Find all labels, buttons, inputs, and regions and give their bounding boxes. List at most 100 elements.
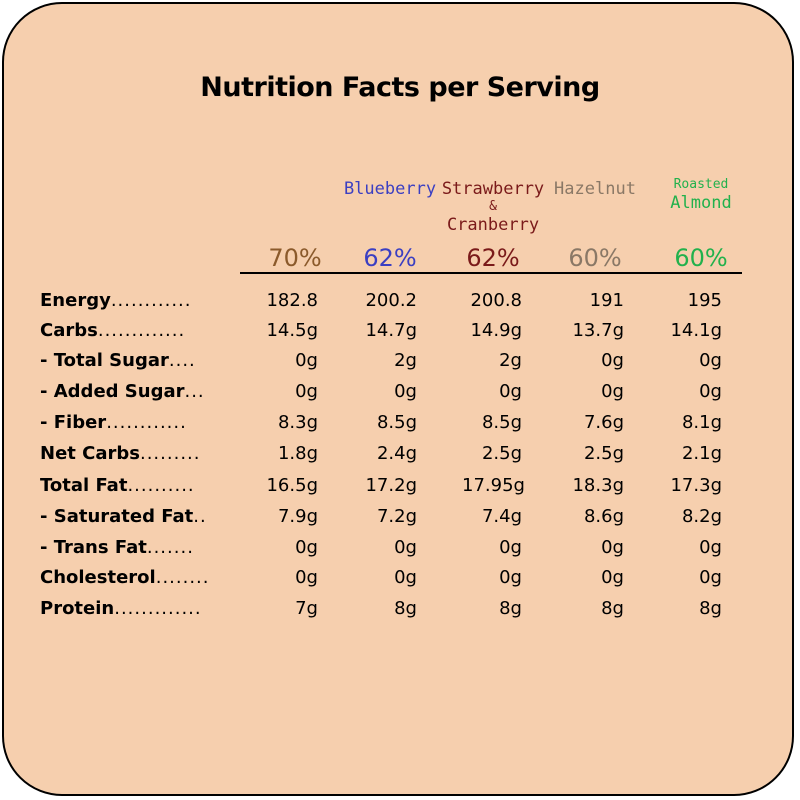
row-label-text: Total Fat bbox=[40, 475, 128, 496]
table-cell: 200.2 bbox=[365, 290, 417, 311]
row-label-text: - Saturated Fat bbox=[40, 506, 194, 527]
table-cell: 0g bbox=[295, 381, 318, 402]
row-label-text: Protein bbox=[40, 598, 115, 619]
table-cell: 8.1g bbox=[681, 412, 722, 433]
row-label: - Fiber............ bbox=[40, 412, 187, 433]
table-cell: 2.1g bbox=[681, 443, 722, 464]
row-leader-dots: ............. bbox=[97, 320, 186, 341]
table-cell: 0g bbox=[601, 350, 624, 371]
row-leader-dots: ............ bbox=[106, 412, 187, 433]
column-percent-1: 70% bbox=[268, 244, 322, 272]
page-title: Nutrition Facts per Serving bbox=[200, 72, 600, 103]
row-label: Carbs............. bbox=[40, 320, 185, 341]
column-header-name-5: Roasted Almond bbox=[670, 177, 732, 214]
table-cell: 13.7g bbox=[572, 320, 624, 341]
table-cell: 2g bbox=[394, 350, 417, 371]
row-label-text: - Total Sugar bbox=[40, 350, 169, 371]
row-label-text: Carbs bbox=[40, 320, 98, 341]
column-percent-2: 62% bbox=[363, 244, 417, 272]
table-cell: 0g bbox=[394, 381, 417, 402]
row-leader-dots: .. bbox=[193, 506, 207, 527]
column-header-name-4: Hazelnut bbox=[554, 179, 636, 199]
row-label: - Added Sugar... bbox=[40, 381, 205, 402]
table-cell: 7.4g bbox=[481, 506, 522, 527]
table-cell: 8.6g bbox=[583, 506, 624, 527]
table-cell: 0g bbox=[699, 350, 722, 371]
table-cell: 0g bbox=[499, 567, 522, 588]
table-cell: 7.2g bbox=[376, 506, 417, 527]
table-cell: 0g bbox=[699, 537, 722, 558]
table-cell: 7g bbox=[295, 598, 318, 619]
column-header-name-2: Blueberry bbox=[343, 179, 437, 199]
table-cell: 0g bbox=[499, 537, 522, 558]
header-divider bbox=[240, 272, 742, 274]
table-cell: 18.3g bbox=[572, 475, 624, 496]
table-cell: 8g bbox=[699, 598, 722, 619]
table-cell: 8.5g bbox=[481, 412, 522, 433]
table-cell: 0g bbox=[295, 537, 318, 558]
table-cell: 0g bbox=[699, 567, 722, 588]
table-cell: 1.8g bbox=[277, 443, 318, 464]
table-cell: 14.9g bbox=[470, 320, 522, 341]
table-cell: 8.5g bbox=[376, 412, 417, 433]
row-label-text: - Trans Fat bbox=[40, 537, 147, 558]
row-label: Total Fat.......... bbox=[40, 475, 195, 496]
column-percent-5: 60% bbox=[674, 244, 728, 272]
table-cell: 8g bbox=[499, 598, 522, 619]
row-label-text: Cholesterol bbox=[40, 567, 156, 588]
table-cell: 8g bbox=[601, 598, 624, 619]
row-leader-dots: ........ bbox=[155, 567, 210, 588]
table-cell: 17.95g bbox=[462, 475, 525, 496]
table-cell: 195 bbox=[687, 290, 722, 311]
column-percent-3: 62% bbox=[466, 244, 520, 272]
table-cell: 0g bbox=[699, 381, 722, 402]
table-cell: 17.3g bbox=[670, 475, 722, 496]
table-cell: 7.9g bbox=[277, 506, 318, 527]
row-label: - Total Sugar.... bbox=[40, 350, 196, 371]
row-leader-dots: ............. bbox=[114, 598, 202, 619]
row-label: Cholesterol........ bbox=[40, 567, 210, 588]
table-cell: 14.5g bbox=[266, 320, 318, 341]
table-cell: 200.8 bbox=[470, 290, 522, 311]
table-cell: 14.1g bbox=[670, 320, 722, 341]
row-leader-dots: .... bbox=[168, 350, 196, 371]
row-leader-dots: ... bbox=[184, 381, 205, 402]
column-header-name-3: Strawberry & Cranberry bbox=[441, 179, 545, 235]
table-cell: 2.5g bbox=[583, 443, 624, 464]
row-leader-dots: ......... bbox=[139, 443, 201, 464]
table-cell: 8.3g bbox=[277, 412, 318, 433]
table-cell: 0g bbox=[394, 567, 417, 588]
table-cell: 2.4g bbox=[376, 443, 417, 464]
table-cell: 8.2g bbox=[681, 506, 722, 527]
row-leader-dots: .......... bbox=[127, 475, 195, 496]
table-cell: 17.2g bbox=[365, 475, 417, 496]
column-percent-4: 60% bbox=[568, 244, 622, 272]
table-cell: 0g bbox=[394, 537, 417, 558]
row-label: Energy............ bbox=[40, 290, 192, 311]
table-cell: 7.6g bbox=[583, 412, 624, 433]
table-cell: 0g bbox=[295, 567, 318, 588]
table-cell: 16.5g bbox=[266, 475, 318, 496]
row-label-text: Energy bbox=[40, 290, 111, 311]
table-cell: 2.5g bbox=[481, 443, 522, 464]
row-label-text: Net Carbs bbox=[40, 443, 140, 464]
row-label: Net Carbs......... bbox=[40, 443, 200, 464]
table-cell: 0g bbox=[601, 567, 624, 588]
table-cell: 0g bbox=[499, 381, 522, 402]
table-cell: 0g bbox=[601, 381, 624, 402]
table-cell: 2g bbox=[499, 350, 522, 371]
table-cell: 8g bbox=[394, 598, 417, 619]
row-label-text: - Added Sugar bbox=[40, 381, 185, 402]
row-label: - Trans Fat....... bbox=[40, 537, 194, 558]
row-leader-dots: ....... bbox=[146, 537, 194, 558]
row-label-text: - Fiber bbox=[40, 412, 107, 433]
table-cell: 182.8 bbox=[266, 290, 318, 311]
table-cell: 14.7g bbox=[365, 320, 417, 341]
row-label: Protein............. bbox=[40, 598, 202, 619]
table-cell: 191 bbox=[589, 290, 624, 311]
table-cell: 0g bbox=[601, 537, 624, 558]
row-label: - Saturated Fat.. bbox=[40, 506, 207, 527]
row-leader-dots: ............ bbox=[110, 290, 192, 311]
table-cell: 0g bbox=[295, 350, 318, 371]
